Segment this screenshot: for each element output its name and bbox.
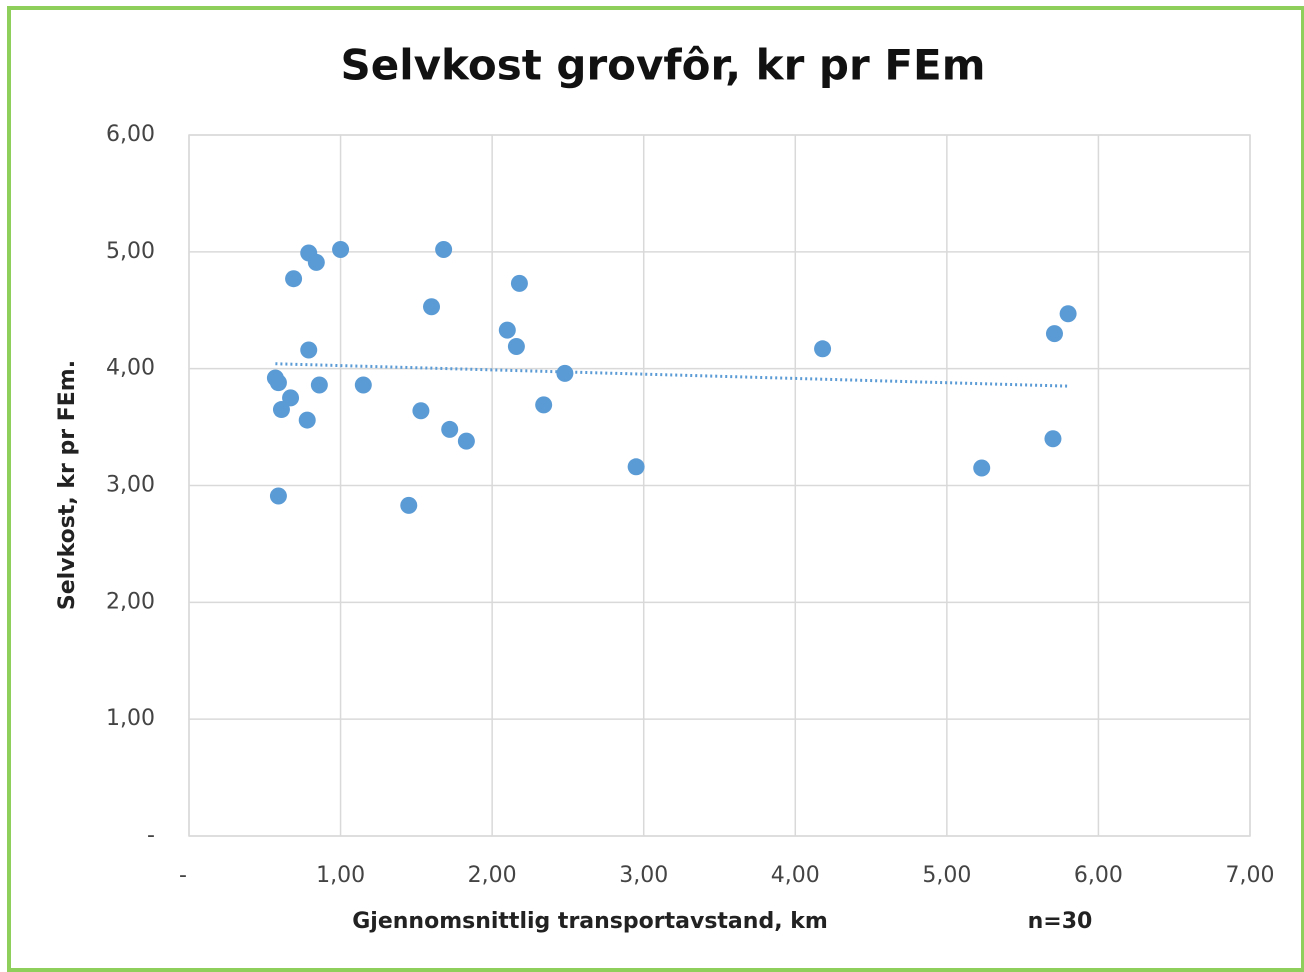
point <box>973 459 991 477</box>
point <box>307 253 325 271</box>
trendline <box>275 362 1069 388</box>
y-tick-label: 5,00 <box>106 239 155 264</box>
point <box>498 321 516 339</box>
point <box>627 458 645 476</box>
x-tick-label: 6,00 <box>1074 863 1123 888</box>
point <box>457 432 475 450</box>
y-tick-label: 2,00 <box>106 589 155 614</box>
y-tick-label: 3,00 <box>106 473 155 498</box>
point <box>298 411 316 429</box>
point <box>412 402 430 420</box>
point <box>1059 305 1077 323</box>
point <box>1044 430 1062 448</box>
point <box>269 487 287 505</box>
point <box>510 274 528 292</box>
y-axis-label: Selvkost, kr pr FEm. <box>55 360 80 610</box>
annotation: n=30 <box>1028 909 1093 934</box>
point <box>423 298 441 316</box>
chart-title: Selvkost grovfôr, kr pr FEm <box>341 41 986 90</box>
point <box>535 396 553 414</box>
y-tick-label: - <box>147 823 155 848</box>
x-tick-label: 1,00 <box>316 863 365 888</box>
point <box>435 240 453 258</box>
point <box>300 341 318 359</box>
x-tick-label: 4,00 <box>771 863 820 888</box>
point <box>556 364 574 382</box>
point <box>354 376 372 394</box>
x-tick-label: - <box>179 863 187 888</box>
point <box>285 270 303 288</box>
x-axis-label: Gjennomsnittlig transportavstand, km <box>352 909 828 934</box>
point <box>507 337 525 355</box>
y-tick-label: 6,00 <box>106 122 155 147</box>
point <box>441 420 459 438</box>
x-tick-label: 5,00 <box>922 863 971 888</box>
point <box>332 240 350 258</box>
point <box>282 389 300 407</box>
x-tick-label: 2,00 <box>468 863 517 888</box>
y-tick-label: 1,00 <box>106 706 155 731</box>
frame <box>7 6 1304 972</box>
point <box>400 496 418 514</box>
point <box>310 376 328 394</box>
point <box>272 401 290 419</box>
x-tick-label: 7,00 <box>1226 863 1275 888</box>
point <box>269 374 287 392</box>
point <box>1045 325 1063 343</box>
y-tick-label: 4,00 <box>106 356 155 381</box>
x-tick-label: 3,00 <box>619 863 668 888</box>
point <box>814 340 832 358</box>
